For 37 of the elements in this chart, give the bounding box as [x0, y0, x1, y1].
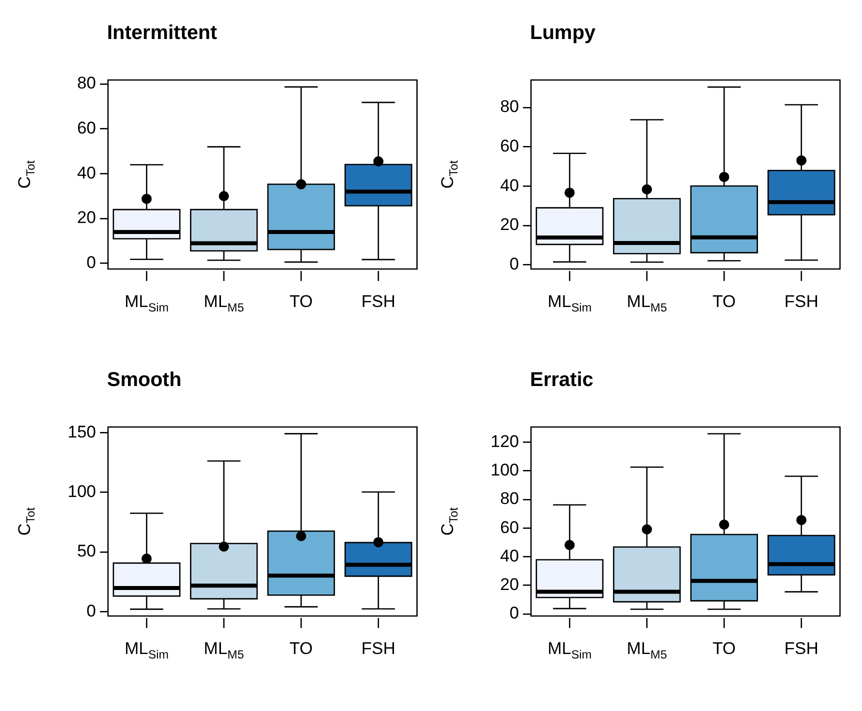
y-tick-label: 80 — [500, 97, 519, 116]
y-tick-label: 60 — [500, 518, 519, 537]
y-tick-label: 40 — [500, 546, 519, 566]
y-axis-title: CTot — [15, 160, 38, 189]
y-tick-label: 150 — [68, 422, 96, 442]
y-tick-label: 80 — [500, 489, 519, 508]
y-tick-label: 60 — [77, 118, 96, 138]
y-tick-label: 100 — [490, 460, 519, 480]
y-tick-label: 50 — [77, 542, 96, 561]
y-axis-title: CTot — [438, 160, 460, 189]
y-axis-title: CTot — [438, 506, 460, 536]
x-tick-label: FSH — [784, 639, 818, 658]
y-tick-label: 0 — [510, 604, 519, 623]
x-tick-label: FSH — [361, 292, 396, 311]
y-tick-label: 120 — [490, 432, 519, 451]
x-tick-label: FSH — [361, 639, 396, 658]
chart-title: Intermittent — [107, 22, 217, 45]
y-tick-label: 40 — [500, 176, 519, 195]
x-tick-label: FSH — [784, 292, 818, 311]
y-tick-label: 20 — [77, 208, 96, 228]
x-tick-label: TO — [289, 292, 313, 311]
chart-title: Smooth — [107, 369, 182, 392]
chart-title: Lumpy — [530, 22, 596, 45]
x-tick-label: TO — [289, 639, 313, 658]
y-tick-label: 40 — [77, 163, 96, 182]
y-tick-label: 60 — [500, 136, 519, 156]
x-tick-label: TO — [712, 292, 736, 311]
y-tick-label: 20 — [500, 215, 519, 234]
y-tick-label: 0 — [86, 253, 96, 272]
y-tick-label: 80 — [77, 74, 96, 93]
x-tick-label: TO — [712, 639, 736, 658]
y-axis-title: CTot — [15, 506, 38, 536]
y-tick-label: 100 — [68, 482, 96, 502]
y-tick-label: 0 — [86, 601, 96, 620]
y-tick-label: 0 — [510, 254, 519, 274]
y-tick-label: 20 — [500, 575, 519, 594]
chart-title: Erratic — [530, 369, 594, 392]
